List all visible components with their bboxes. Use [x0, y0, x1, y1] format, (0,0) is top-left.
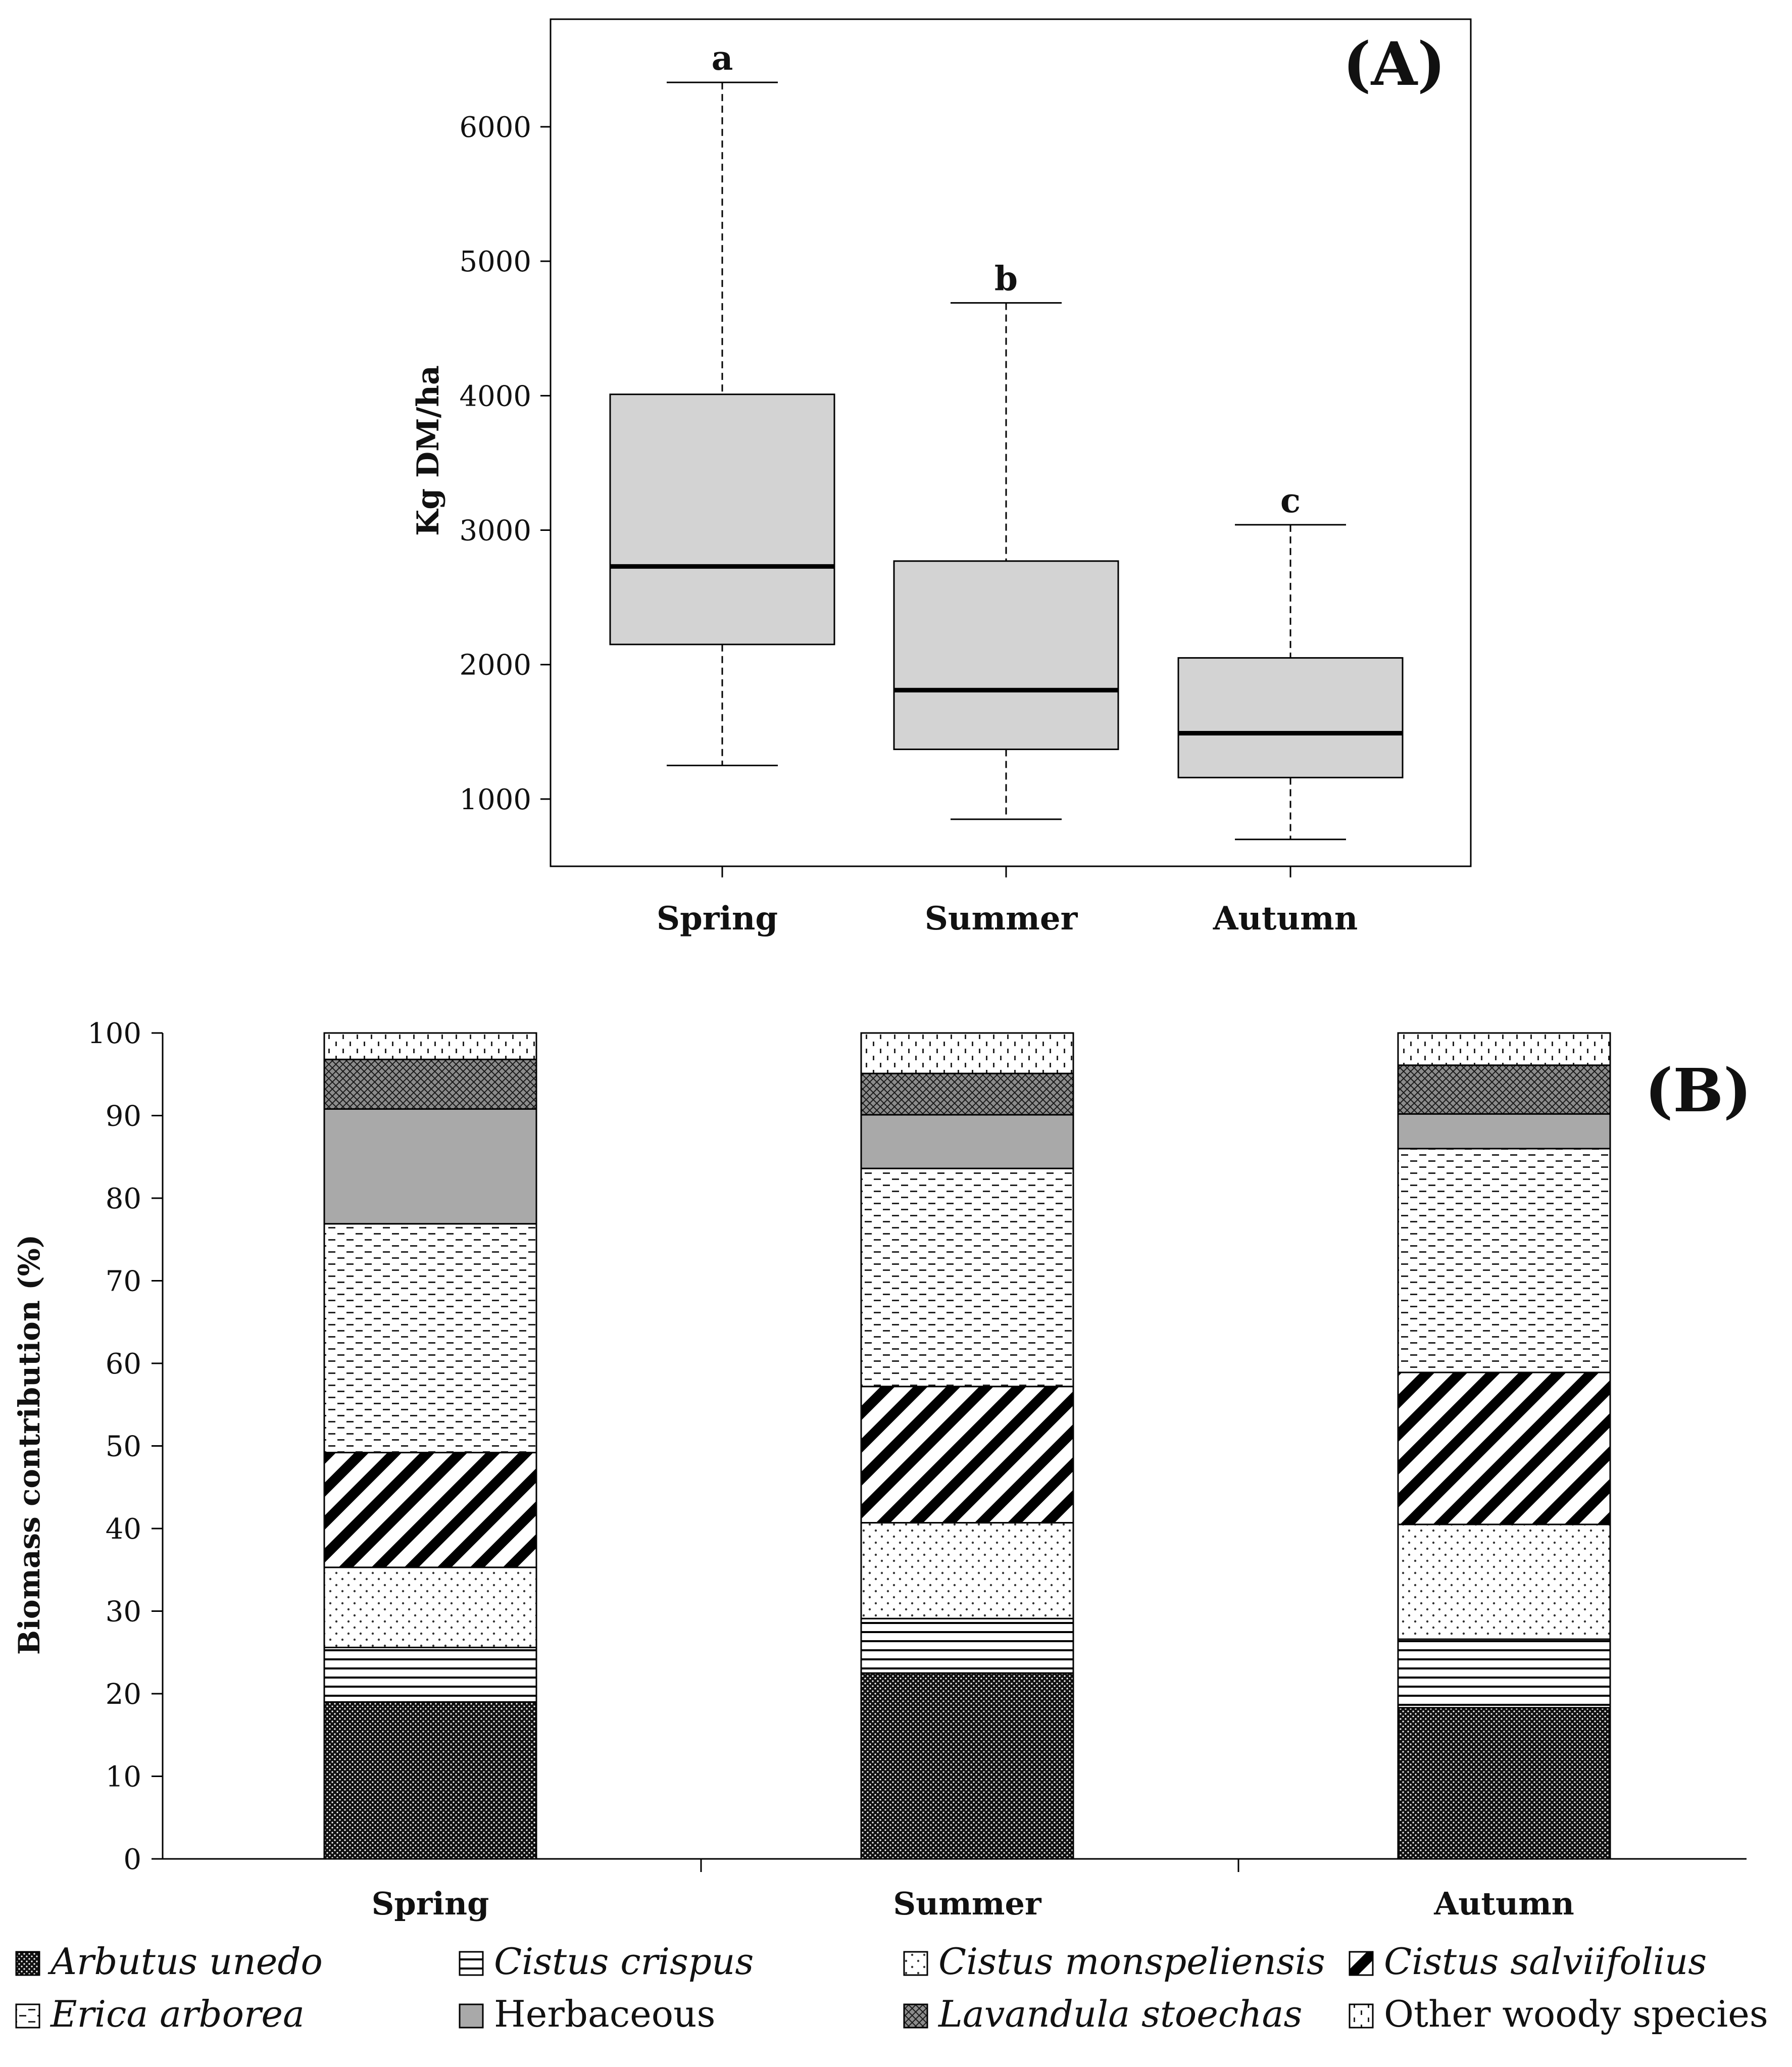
bar-segment: [323, 1452, 537, 1568]
bar-segment: [860, 1522, 1074, 1619]
bar-segment: [323, 1058, 537, 1110]
box-iqr: [893, 560, 1119, 750]
panel-b-y-tick-label: 40: [106, 1513, 141, 1546]
legend-swatch: [15, 1951, 40, 1976]
bar-segment: [860, 1032, 1074, 1074]
legend-label: Arbutus unedo: [47, 1940, 323, 1983]
bar-segment: [323, 1032, 537, 1060]
panel-b-label: (B): [1645, 1055, 1752, 1125]
panel-a-y-tick-label: 1000: [459, 783, 531, 816]
bar-segment: [1397, 1148, 1611, 1373]
panel-a-frame: [550, 18, 1472, 867]
panel-b-y-ticks: 0 10 20 30 40 50 60 70 80 90 100: [87, 1017, 163, 1876]
panel-b-y-tick-label: 20: [106, 1678, 141, 1711]
bar-segment: [1397, 1371, 1611, 1525]
panel-a-x-tick-label: Spring: [657, 900, 778, 938]
legend-swatch: [459, 1951, 484, 1976]
panel-b-y-tick-label: 30: [106, 1596, 141, 1629]
bar-segment: [1397, 1638, 1611, 1709]
panel-a-x-tick-label: Autumn: [1213, 900, 1358, 938]
legend-swatch: [1349, 2003, 1374, 2029]
legend-label: Other woody species: [1384, 1993, 1768, 2035]
legend-swatch: [903, 1951, 928, 1976]
significance-letter: c: [1280, 481, 1301, 520]
legend-label: Cistus monspeliensis: [938, 1940, 1325, 1983]
panel-a-y-tick-label: 2000: [459, 649, 531, 682]
panel-b-y-tick-label: 70: [106, 1265, 141, 1298]
panel-b-y-tick-label: 60: [106, 1348, 141, 1381]
bar-segment: [1397, 1064, 1611, 1115]
panel-b-x-tick-label: Spring: [372, 1885, 489, 1922]
bar-segment: [860, 1167, 1074, 1388]
legend-swatch: [1349, 1951, 1374, 1976]
bar-segment: [1397, 1032, 1611, 1066]
legend-swatch: [903, 2003, 928, 2029]
panel-b-y-tick-label: 0: [123, 1843, 141, 1876]
panel-b-x-ticks: Spring Summer Autumn: [372, 1859, 1574, 1922]
panel-b-y-tick-label: 10: [106, 1761, 141, 1794]
bar-segment: [860, 1072, 1074, 1116]
panel-b-y-tick-label: 80: [106, 1183, 141, 1215]
panel-a-x-ticks: Spring Summer Autumn: [657, 866, 1358, 938]
legend-swatch: [15, 2003, 40, 2029]
significance-letter: a: [712, 38, 733, 78]
bar-segment: [860, 1672, 1074, 1860]
panel-b-stacked-bars: Biomass contribution (%) 0 10 20 30 40 50 60 70…: [12, 1017, 1768, 2035]
panel-a-y-tick-label: 6000: [459, 111, 531, 144]
bar-segment: [860, 1114, 1074, 1169]
panel-a-boxplot: (A) Kg DM/ha 1000 2000 3000 4000 5000 6000 Sp…: [411, 18, 1472, 938]
panel-b-y-tick-label: 100: [87, 1017, 141, 1050]
bar-segment: [323, 1646, 537, 1703]
bar-segment: [1397, 1113, 1611, 1150]
legend-swatch: [459, 2003, 484, 2029]
legend-label: Erica arborea: [49, 1993, 305, 2035]
bar-segment: [323, 1701, 537, 1860]
box-iqr: [1177, 657, 1404, 778]
bar-segment: [860, 1386, 1074, 1524]
panel-a-y-tick-label: 3000: [459, 515, 531, 548]
bar-segment: [860, 1617, 1074, 1674]
panel-a-y-ticks: 1000 2000 3000 4000 5000 6000: [459, 111, 551, 816]
panel-b-x-tick-label: Summer: [893, 1885, 1042, 1922]
legend-label: Cistus salviifolius: [1384, 1940, 1707, 1983]
bar-segment: [323, 1566, 537, 1648]
panel-b-y-axis-label: Biomass contribution (%): [12, 1235, 46, 1655]
panel-a-label: (A): [1343, 29, 1446, 99]
bar-segment: [323, 1223, 537, 1454]
panel-a-boxes: a b c: [609, 38, 1404, 841]
panel-a-x-tick-label: Summer: [925, 900, 1078, 938]
panel-b-bars: [323, 1032, 1611, 1860]
panel-a-y-tick-label: 4000: [459, 380, 531, 413]
bar-segment: [1397, 1707, 1611, 1860]
panel-b-y-tick-label: 90: [106, 1100, 141, 1133]
legend-label: Cistus crispus: [494, 1940, 754, 1983]
panel-b-legend: Arbutus unedo Cistus crispus Cistus monspe…: [15, 1940, 1768, 2035]
bar-segment: [323, 1108, 537, 1225]
panel-b-x-tick-label: Autumn: [1433, 1885, 1574, 1922]
legend-label: Lavandula stoechas: [937, 1993, 1302, 2035]
significance-letter: b: [994, 259, 1018, 299]
legend-label: Herbaceous: [494, 1993, 715, 2035]
box-iqr: [609, 393, 835, 646]
panel-b-y-tick-label: 50: [106, 1431, 141, 1463]
panel-a-y-axis-label: Kg DM/ha: [411, 365, 446, 536]
bar-segment: [1397, 1523, 1611, 1640]
panel-a-y-tick-label: 5000: [459, 245, 531, 278]
